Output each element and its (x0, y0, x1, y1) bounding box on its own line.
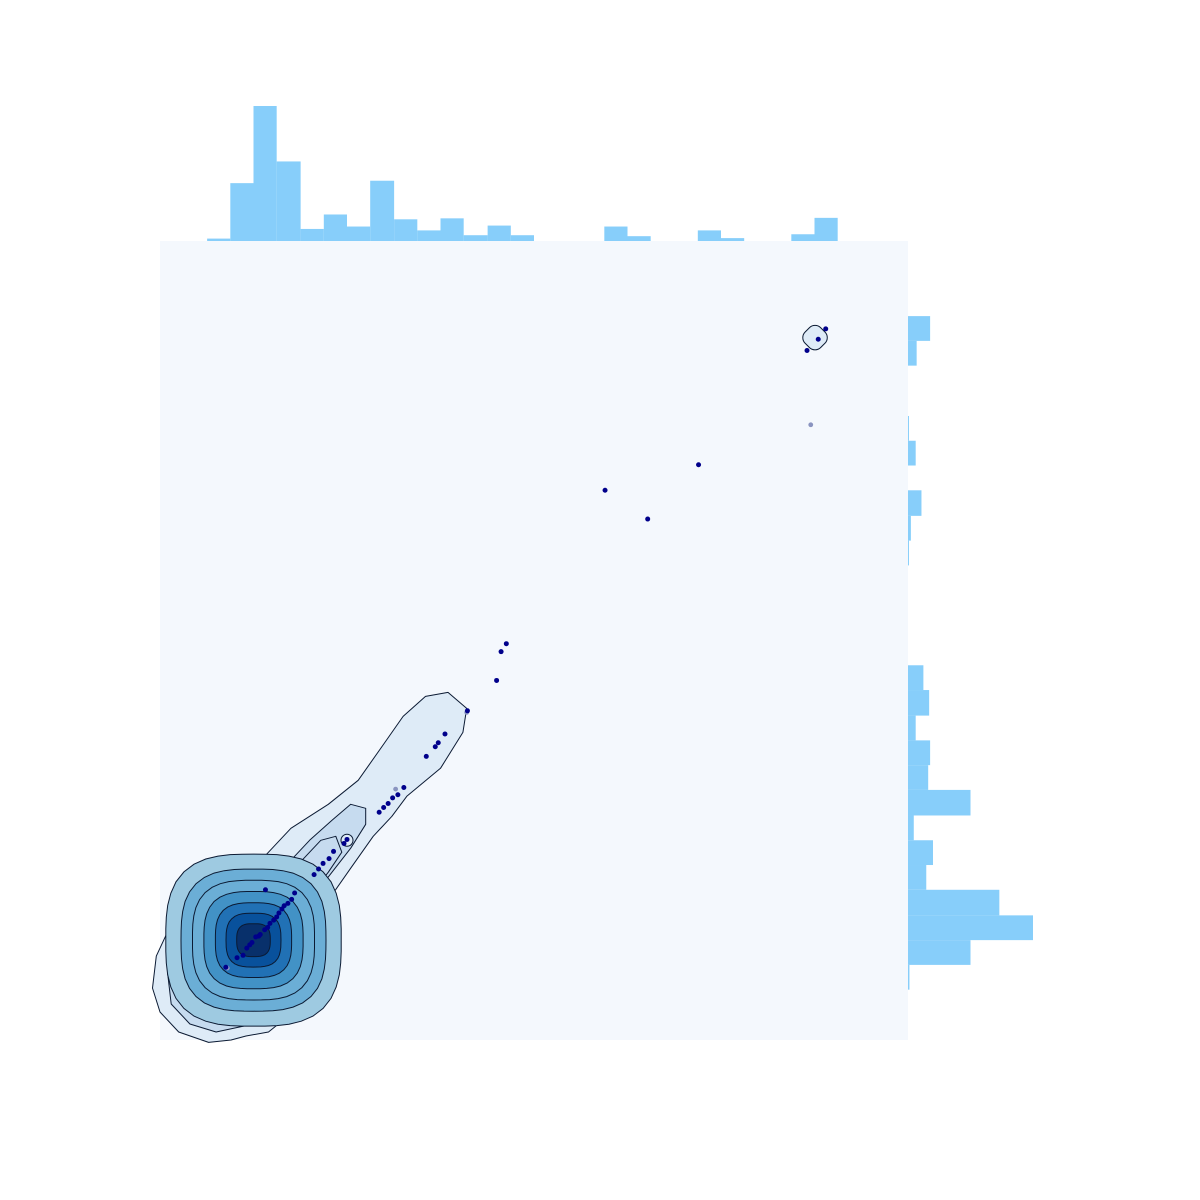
scatter-point (249, 940, 255, 946)
x-histogram-bar (697, 230, 721, 241)
scatter-point (234, 955, 240, 961)
scatter-point (823, 326, 829, 332)
scatter-point (267, 920, 273, 926)
x-histogram-bar (207, 238, 231, 241)
x-histogram-bar (487, 225, 511, 241)
y-histogram-bar (908, 840, 933, 866)
x-histogram-bar (370, 180, 395, 241)
x-histogram-bar (300, 228, 324, 241)
y-histogram-bar (908, 440, 916, 466)
scatter-points (223, 326, 829, 971)
scatter-point (432, 744, 438, 750)
x-histogram-bar (604, 226, 628, 241)
y-histogram-bar (908, 515, 911, 541)
x-histogram-bar (417, 230, 441, 241)
x-histogram-bar (440, 218, 464, 241)
y-histogram-bar (908, 889, 1000, 916)
x-histogram-bar (721, 238, 745, 241)
scatter-point (401, 785, 407, 791)
scatter-point (244, 945, 250, 951)
top-marginal-histogram (207, 106, 838, 241)
scatter-point (240, 952, 246, 958)
y-histogram-bar (908, 740, 931, 766)
scatter-point (645, 516, 651, 522)
scatter-point (503, 641, 509, 647)
scatter-point (265, 924, 271, 930)
scatter-point (381, 804, 387, 810)
x-histogram-bar (323, 214, 347, 241)
scatter-point (815, 336, 821, 342)
x-histogram-bar (510, 235, 534, 241)
y-histogram-bar (908, 789, 971, 816)
kde-contour-small (802, 324, 828, 351)
scatter-point (223, 964, 229, 970)
scatter-point (292, 890, 298, 896)
scatter-point-faint (808, 422, 814, 428)
y-histogram-bar (908, 490, 922, 516)
scatter-point (390, 795, 396, 801)
x-histogram-bar (230, 183, 254, 241)
y-histogram-bar (908, 665, 924, 691)
y-histogram-bar (908, 815, 914, 841)
scatter-point (262, 887, 268, 893)
scatter-point (257, 932, 263, 938)
scatter-point (395, 792, 401, 798)
scatter-point (423, 753, 429, 759)
scatter-point (696, 462, 702, 468)
right-marginal-histogram (908, 316, 1033, 990)
scatter-point (341, 840, 347, 846)
x-histogram-bar (627, 236, 651, 241)
x-histogram-bar (394, 219, 418, 241)
scatter-point (316, 866, 322, 872)
x-histogram-bar (463, 235, 488, 241)
scatter-point (281, 903, 287, 909)
scatter-point (385, 800, 391, 806)
x-histogram-bar (276, 161, 301, 241)
y-histogram-bar (908, 964, 910, 990)
scatter-point (331, 848, 337, 854)
scatter-point (289, 896, 295, 902)
scatter-point (320, 860, 326, 866)
x-histogram-bar (814, 217, 838, 241)
y-histogram-bar (908, 540, 909, 566)
y-histogram-bar (908, 915, 1033, 941)
scatter-point (376, 809, 382, 815)
y-histogram-bar (908, 940, 971, 965)
scatter-point-faint (393, 786, 399, 792)
y-histogram-bar (908, 316, 931, 341)
x-histogram-bar (347, 226, 371, 241)
x-histogram-bar (253, 106, 277, 241)
scatter-point (344, 836, 350, 842)
scatter-point (274, 914, 280, 920)
scatter-point (326, 856, 332, 862)
scatter-point (311, 872, 317, 878)
scatter-point (285, 900, 291, 906)
y-histogram-bar (908, 865, 927, 890)
y-histogram-bar (908, 690, 930, 716)
scatter-point (494, 677, 500, 683)
scatter-point (602, 487, 608, 493)
scatter-point (271, 917, 277, 923)
x-histogram-bar (791, 234, 815, 241)
scatter-point (435, 740, 441, 746)
scatter-point (442, 731, 448, 737)
y-histogram-bar (908, 715, 916, 741)
scatter-point (276, 910, 282, 916)
y-histogram-bar (908, 415, 909, 441)
scatter-point (498, 649, 504, 655)
y-histogram-bar (908, 340, 917, 366)
scatter-point (804, 347, 810, 353)
scatter-point (464, 708, 470, 714)
y-histogram-bar (908, 765, 929, 790)
